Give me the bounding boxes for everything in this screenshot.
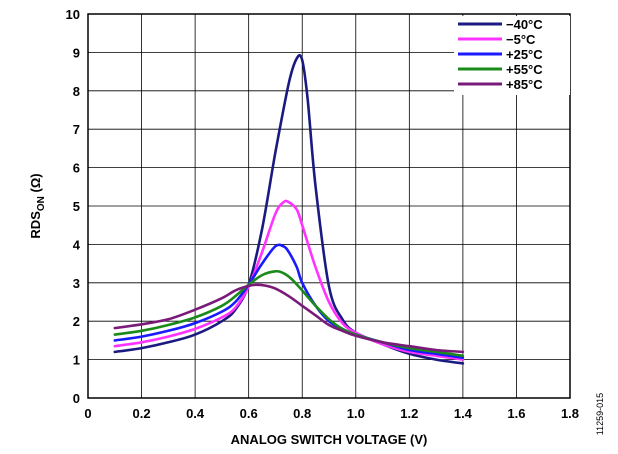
figure-number: 11259-015: [595, 393, 605, 435]
x-tick-label: 0.8: [293, 406, 311, 421]
y-tick-label: 0: [73, 391, 80, 406]
y-tick-label: 6: [73, 161, 80, 176]
x-axis-title: ANALOG SWITCH VOLTAGE (V): [231, 432, 428, 447]
y-tick-labels: 0 1 2 3 4 5 6 7 8 9 10: [66, 7, 81, 406]
y-tick-label: 2: [73, 314, 80, 329]
y-axis-title-subscript: ON: [36, 196, 47, 211]
x-tick-label: 1.6: [507, 406, 525, 421]
legend-label: +25°C: [506, 47, 543, 62]
legend-label: −5°C: [506, 32, 536, 47]
x-tick-label: 0.2: [133, 406, 151, 421]
x-tick-label: 1.4: [454, 406, 473, 421]
legend-label: +55°C: [506, 62, 543, 77]
series-line-1: [113, 53, 465, 365]
y-tick-label: 4: [73, 237, 81, 252]
x-tick-label: 1.2: [400, 406, 418, 421]
y-axis-title-unit: (Ω): [28, 173, 43, 196]
x-tick-label: 1.8: [561, 406, 579, 421]
y-tick-label: 7: [73, 122, 80, 137]
legend-label: −40°C: [506, 17, 543, 32]
y-tick-label: 9: [73, 45, 80, 60]
series-line-3: [113, 243, 465, 359]
series-layer: [113, 53, 465, 365]
x-tick-label: 0: [84, 406, 91, 421]
legend: −40°C−5°C+25°C+55°C+85°C: [454, 16, 570, 95]
y-tick-label: 5: [73, 199, 80, 214]
y-axis-title: RDSON (Ω): [28, 173, 47, 238]
y-axis-title-main: RDS: [28, 211, 43, 239]
x-tick-label: 1.0: [347, 406, 365, 421]
x-tick-labels: 0 0.2 0.4 0.6 0.8 1.0 1.2 1.4 1.6 1.8: [84, 406, 579, 421]
y-tick-label: 8: [73, 84, 80, 99]
legend-label: +85°C: [506, 77, 543, 92]
y-tick-label: 3: [73, 276, 80, 291]
x-tick-label: 0.4: [186, 406, 205, 421]
y-tick-label: 1: [73, 353, 80, 368]
series-line-2: [113, 199, 465, 361]
series-line-5: [113, 283, 465, 354]
plot-frame: [87, 13, 571, 399]
x-tick-label: 0.6: [240, 406, 258, 421]
y-tick-label: 10: [66, 7, 80, 22]
